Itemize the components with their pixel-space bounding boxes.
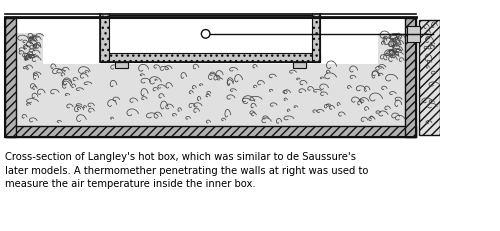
Bar [419, 19, 440, 135]
Bar [115, 62, 128, 68]
Circle shape [202, 30, 210, 38]
Bar [109, 15, 312, 53]
Bar [406, 26, 420, 42]
Bar [292, 62, 306, 68]
Bar [5, 126, 416, 137]
Bar [5, 18, 16, 137]
Bar [100, 6, 109, 62]
Bar [378, 33, 404, 64]
Bar [16, 64, 404, 126]
Text: Cross-section of Langley's hot box, which was similar to de Saussure's
later mod: Cross-section of Langley's hot box, whic… [5, 152, 368, 189]
Bar [100, 53, 320, 62]
Bar [100, 6, 320, 15]
Bar [100, 6, 320, 62]
Bar [404, 18, 416, 137]
Bar [312, 6, 320, 62]
Bar [16, 33, 43, 64]
Bar [16, 33, 404, 126]
